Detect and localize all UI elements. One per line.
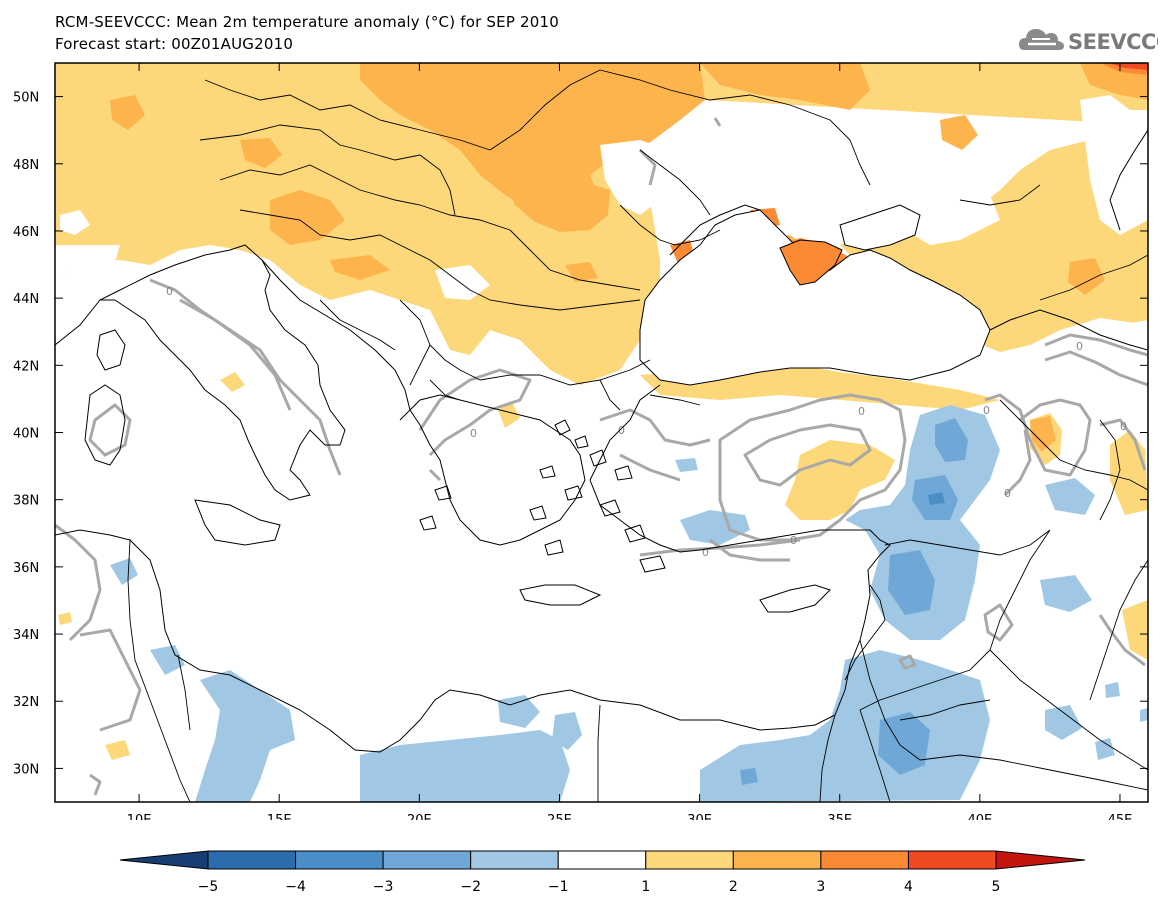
- colorbar-box: [382, 850, 472, 870]
- colorbar-box: [557, 850, 647, 870]
- lat-tick-label: 34N: [13, 628, 39, 643]
- colorbar-labels: −5 −4 −3 −2 −1 1 2 3 4 5: [198, 879, 1001, 895]
- cool-anomaly-regions-stronger: [928, 492, 945, 505]
- lat-tick-label: 32N: [13, 695, 39, 710]
- lat-tick-label: 46N: [13, 225, 39, 240]
- coastlines: [55, 129, 1148, 753]
- lon-tick-label: 35E: [827, 813, 852, 820]
- sea-of-azov: [839, 204, 921, 251]
- colorbar-tick-label: −5: [198, 879, 219, 895]
- map-plot-area: 0 0 0 0 0 0 0 0 0 0: [55, 63, 1148, 802]
- colorbar-box: [470, 850, 559, 870]
- colorbar-box: [645, 850, 734, 870]
- lon-tick-label: 30E: [687, 813, 712, 820]
- svg-text:0: 0: [858, 405, 865, 418]
- svg-text:0: 0: [1004, 487, 1011, 500]
- zero-contour-labels: 0 0 0 0 0 0 0 0 0 0: [166, 285, 1127, 559]
- svg-text:0: 0: [702, 546, 709, 559]
- lon-tick-label: 25E: [547, 813, 572, 820]
- colorbar-tick-label: 4: [904, 879, 913, 895]
- map-subtitle: Forecast start: 00Z01AUG2010: [55, 35, 294, 53]
- zero-contours: [55, 117, 1148, 796]
- longitude-axis: 10E 15E 20E 25E 30E 35E 40E 45E: [127, 63, 1133, 820]
- lat-tick-label: 30N: [13, 762, 39, 777]
- anomaly-map: 0 0 0 0 0 0 0 0 0 0: [13, 62, 1149, 820]
- lat-tick-label: 42N: [13, 359, 39, 374]
- colorbar-tick-label: 1: [641, 879, 650, 895]
- lon-tick-label: 45E: [1108, 813, 1133, 820]
- seevccc-logo: SEEVCCC: [1019, 29, 1158, 54]
- cloud-icon: [1019, 29, 1064, 50]
- colorbar-tick-label: 2: [729, 879, 738, 895]
- latitude-axis: 30N 32N 34N 36N 38N 40N 42N 44N 46N 48N 50N: [13, 91, 1148, 777]
- colorbar-box: [732, 850, 822, 870]
- crimea: [779, 239, 843, 286]
- colorbar-boxes: [119, 850, 1086, 870]
- lat-tick-label: 40N: [13, 427, 39, 442]
- svg-text:0: 0: [1120, 420, 1127, 433]
- svg-text:0: 0: [1076, 340, 1083, 353]
- aegean-islands: [419, 419, 666, 573]
- lon-tick-label: 20E: [407, 813, 432, 820]
- map-title: RCM-SEEVCCC: Mean 2m temperature anomaly…: [55, 13, 560, 31]
- lat-tick-label: 48N: [13, 158, 39, 173]
- cool-anomaly-regions-strong: [740, 418, 968, 785]
- lon-tick-label: 40E: [967, 813, 992, 820]
- colorbar-tick-label: −2: [460, 879, 481, 895]
- lat-tick-label: 50N: [13, 91, 39, 106]
- colorbar-tick-label: 3: [816, 879, 825, 895]
- colorbar-box: [907, 850, 997, 870]
- colorbar-tick-label: −3: [373, 879, 394, 895]
- colorbar-tick-label: −1: [548, 879, 569, 895]
- lat-tick-label: 44N: [13, 292, 39, 307]
- colorbar-box: [207, 850, 297, 870]
- country-borders: [127, 69, 1148, 802]
- colorbar-under-triangle: [119, 850, 209, 870]
- colorbar-box: [820, 850, 909, 870]
- svg-text:0: 0: [618, 424, 625, 437]
- warm-anomaly-regions-strong: [110, 63, 1148, 452]
- neutral-anomaly-regions: [55, 95, 1148, 355]
- svg-text:0: 0: [983, 404, 990, 417]
- svg-text:0: 0: [470, 427, 477, 440]
- logo-text: SEEVCCC: [1068, 30, 1158, 54]
- lat-tick-label: 38N: [13, 494, 39, 509]
- black-sea: [639, 209, 991, 386]
- lon-tick-label: 10E: [127, 813, 152, 820]
- svg-text:0: 0: [166, 285, 173, 298]
- colorbar-tick-label: −4: [285, 879, 306, 895]
- colorbar-over-triangle: [995, 850, 1086, 870]
- svg-text:0: 0: [790, 534, 797, 547]
- lat-tick-label: 36N: [13, 561, 39, 576]
- colorbar-box: [295, 850, 384, 870]
- colorbar-tick-label: 5: [992, 879, 1001, 895]
- lon-tick-label: 15E: [267, 813, 292, 820]
